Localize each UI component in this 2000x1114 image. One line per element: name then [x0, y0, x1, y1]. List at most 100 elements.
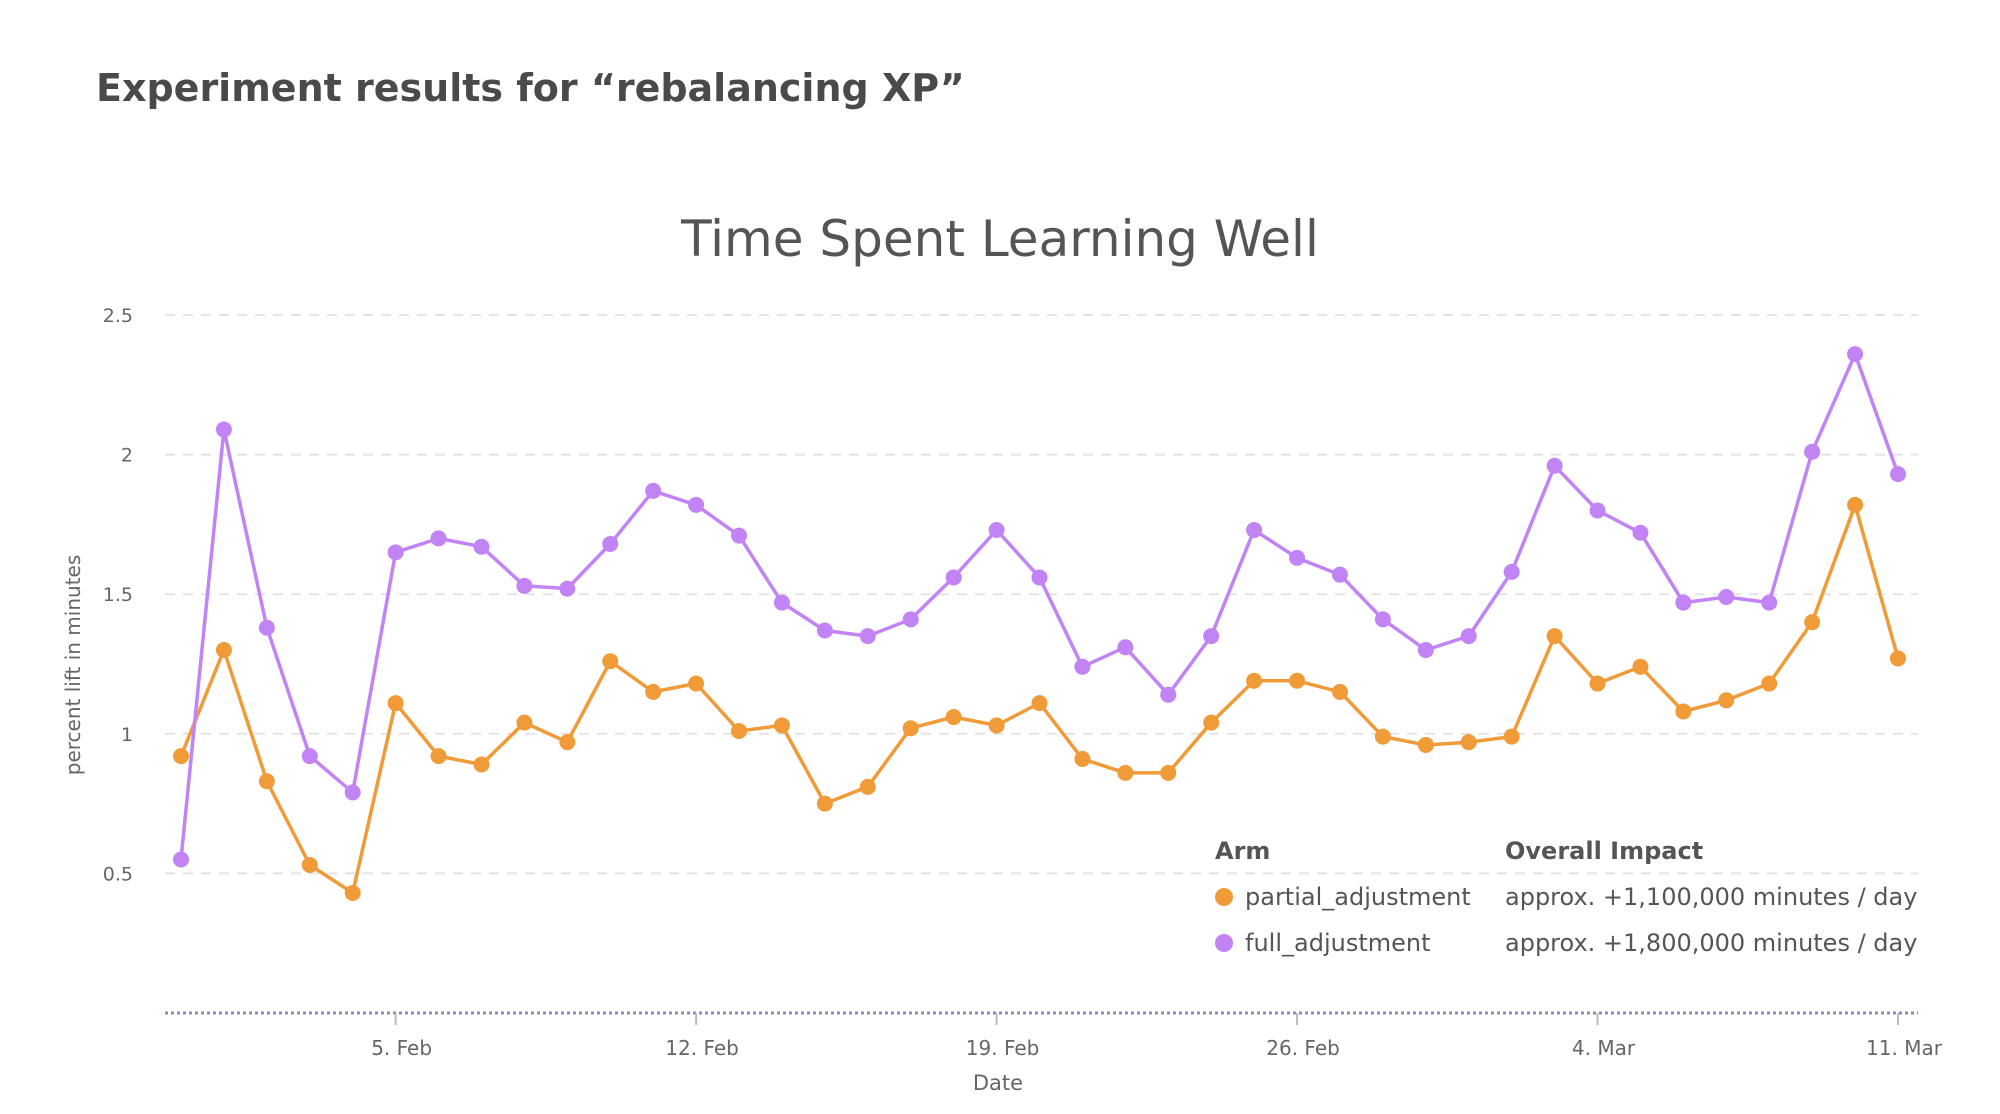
data-point-full_adjustment	[387, 544, 404, 561]
legend-impact-header: Overall Impact	[1505, 837, 1704, 865]
data-point-partial_adjustment	[387, 695, 404, 712]
data-point-partial_adjustment	[1761, 675, 1778, 692]
data-point-partial_adjustment	[1374, 728, 1391, 745]
data-point-full_adjustment	[1417, 642, 1434, 659]
data-point-partial_adjustment	[516, 714, 533, 731]
data-point-full_adjustment	[173, 851, 189, 868]
chart-title: Time Spent Learning Well	[681, 210, 1319, 268]
x-tick-label: 11. Mar	[1866, 1036, 1943, 1060]
data-point-partial_adjustment	[1331, 683, 1348, 700]
x-tick-label: 4. Mar	[1572, 1036, 1636, 1060]
data-point-partial_adjustment	[1546, 628, 1563, 645]
page-title: Experiment results for “rebalancing XP”	[96, 66, 965, 110]
data-point-partial_adjustment	[602, 653, 619, 670]
y-axis-label: percent lift in minutes	[61, 555, 85, 776]
series-lines	[179, 352, 1900, 895]
legend-impact-full: approx. +1,800,000 minutes / day	[1505, 929, 1918, 957]
data-point-full_adjustment	[1117, 639, 1134, 656]
y-tick-label: 1	[121, 724, 133, 746]
data-point-partial_adjustment	[258, 773, 275, 790]
data-point-full_adjustment	[902, 611, 919, 628]
data-point-partial_adjustment	[1847, 496, 1864, 513]
data-point-full_adjustment	[559, 580, 576, 597]
x-tick-label: 19. Feb	[966, 1036, 1040, 1060]
legend-arm-full: full_adjustment	[1245, 929, 1431, 957]
data-point-full_adjustment	[602, 535, 619, 552]
data-point-partial_adjustment	[1074, 750, 1091, 767]
data-point-partial_adjustment	[473, 756, 490, 773]
data-point-full_adjustment	[430, 530, 447, 547]
data-point-full_adjustment	[1890, 466, 1906, 483]
legend: Arm Overall Impact partial_adjustment ap…	[1215, 828, 1917, 966]
data-point-partial_adjustment	[1804, 614, 1821, 631]
data-point-partial_adjustment	[173, 748, 189, 765]
data-point-partial_adjustment	[1460, 734, 1477, 751]
y-tick-label: 2.5	[103, 305, 133, 327]
y-tick-label: 0.5	[103, 863, 133, 885]
legend-arm-header: Arm	[1215, 837, 1271, 865]
series-line-full_adjustment	[179, 352, 1900, 860]
data-point-partial_adjustment	[988, 717, 1005, 734]
data-point-full_adjustment	[258, 619, 275, 636]
data-point-partial_adjustment	[859, 778, 876, 795]
data-point-partial_adjustment	[1632, 658, 1649, 675]
data-point-partial_adjustment	[1246, 672, 1263, 689]
data-point-full_adjustment	[1546, 457, 1563, 474]
data-point-partial_adjustment	[559, 734, 576, 751]
y-tick-label: 1.5	[103, 584, 133, 606]
data-point-full_adjustment	[1074, 658, 1091, 675]
data-point-partial_adjustment	[1503, 728, 1520, 745]
data-point-partial_adjustment	[945, 709, 962, 726]
data-point-full_adjustment	[1804, 443, 1821, 460]
data-point-partial_adjustment	[731, 723, 748, 740]
data-point-full_adjustment	[1718, 588, 1735, 605]
data-point-partial_adjustment	[1718, 692, 1735, 709]
data-point-partial_adjustment	[344, 884, 361, 901]
data-point-full_adjustment	[1503, 563, 1520, 580]
data-point-partial_adjustment	[645, 683, 662, 700]
data-point-partial_adjustment	[1589, 675, 1606, 692]
data-point-full_adjustment	[945, 569, 962, 586]
legend-header-row: Arm Overall Impact	[1215, 828, 1917, 874]
data-point-full_adjustment	[688, 496, 705, 513]
data-point-full_adjustment	[516, 577, 533, 594]
legend-arm-partial: partial_adjustment	[1245, 883, 1471, 911]
legend-impact-partial: approx. +1,100,000 minutes / day	[1505, 883, 1918, 911]
x-tick-label: 26. Feb	[1266, 1036, 1340, 1060]
data-point-full_adjustment	[1847, 346, 1864, 363]
legend-row-full[interactable]: full_adjustment approx. +1,800,000 minut…	[1215, 920, 1917, 966]
data-point-full_adjustment	[988, 521, 1005, 538]
data-point-full_adjustment	[645, 482, 662, 499]
data-point-full_adjustment	[1761, 594, 1778, 611]
data-point-partial_adjustment	[1117, 764, 1134, 781]
data-point-partial_adjustment	[301, 857, 318, 874]
data-point-full_adjustment	[1289, 549, 1306, 566]
data-point-full_adjustment	[859, 628, 876, 645]
data-point-full_adjustment	[344, 784, 361, 801]
data-point-full_adjustment	[1589, 502, 1606, 519]
data-point-partial_adjustment	[430, 748, 447, 765]
data-point-partial_adjustment	[1289, 672, 1306, 689]
data-point-full_adjustment	[816, 622, 833, 639]
series-points	[173, 346, 1906, 901]
data-point-partial_adjustment	[1203, 714, 1220, 731]
data-point-full_adjustment	[1331, 566, 1348, 583]
data-point-full_adjustment	[1246, 521, 1263, 538]
y-tick-label: 2	[121, 445, 133, 467]
legend-dot-full	[1215, 934, 1233, 952]
data-point-full_adjustment	[1460, 628, 1477, 645]
legend-row-partial[interactable]: partial_adjustment approx. +1,100,000 mi…	[1215, 874, 1917, 920]
data-point-partial_adjustment	[1890, 650, 1906, 667]
data-point-partial_adjustment	[1417, 736, 1434, 753]
y-axis: 0.5 1 1.5 2 2.5	[103, 305, 133, 885]
x-tick-label: 12. Feb	[665, 1036, 739, 1060]
data-point-full_adjustment	[1374, 611, 1391, 628]
data-point-full_adjustment	[215, 421, 232, 438]
data-point-partial_adjustment	[902, 720, 919, 737]
legend-dot-partial	[1215, 888, 1233, 906]
data-point-partial_adjustment	[215, 642, 232, 659]
data-point-full_adjustment	[1160, 686, 1177, 703]
data-point-partial_adjustment	[688, 675, 705, 692]
gridlines	[165, 314, 1918, 875]
